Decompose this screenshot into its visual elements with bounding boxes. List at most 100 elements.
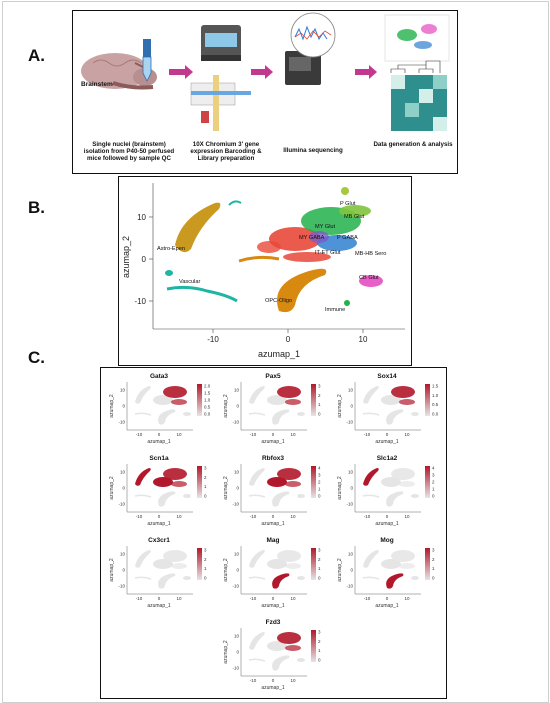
feature-ylabel: azumap_2 — [223, 476, 229, 500]
colorbar-tick: 2 — [432, 480, 435, 485]
blob-topright — [163, 550, 187, 562]
feature-colorbar — [425, 548, 430, 580]
colorbar-tick: 0 — [204, 494, 207, 499]
colorbar-tick: 0 — [318, 412, 321, 417]
feature-ylabel: azumap_2 — [109, 394, 115, 418]
umap-clusters — [165, 187, 383, 313]
feature-xtick: 10 — [404, 514, 410, 519]
tube-icon — [134, 39, 152, 82]
colorbar-tick: 0 — [432, 576, 435, 581]
feature-xtick: -10 — [250, 596, 257, 601]
feature-ytick: -10 — [232, 666, 239, 671]
feature-xtick: -10 — [136, 432, 143, 437]
feature-plot-title: Rbfox3 — [262, 455, 284, 462]
feature-xtick: 10 — [290, 678, 296, 683]
sequencer-icon — [285, 12, 336, 85]
colorbar-tick: 0.5 — [432, 402, 439, 407]
colorbar-tick: 0 — [204, 576, 207, 581]
feature-ytick: -10 — [232, 502, 239, 507]
feature-ytick: 10 — [234, 552, 240, 557]
blob-oligo — [158, 573, 176, 589]
blob-astro — [135, 550, 151, 568]
feature-ytick: 0 — [350, 486, 353, 491]
cluster-label: Astro-Epen — [157, 246, 185, 252]
cluster-label: MB Glut — [344, 214, 365, 220]
feature-xtick: 0 — [386, 432, 389, 437]
feature-xlabel: azumap_1 — [261, 439, 285, 445]
colorbar-tick: 2 — [318, 639, 321, 644]
colorbar-tick: 1.5 — [432, 384, 439, 389]
feature-plot-title: Mag — [267, 537, 280, 544]
colorbar-tick: 4 — [318, 466, 321, 471]
colorbar-tick: 0 — [318, 658, 321, 663]
step-2-label: 10X Chromium 3' gene expression Barcodin… — [190, 141, 262, 163]
colorbar-tick: 1.0 — [204, 398, 211, 403]
umap-x-ticks: -10 0 10 — [207, 329, 368, 344]
feature-xtick: 10 — [290, 596, 296, 601]
feature-plot-title: Scn1a — [149, 455, 169, 462]
blob-topright — [163, 468, 187, 480]
colorbar-tick: 1 — [318, 402, 321, 407]
panel-b-box: 10 0 -10 -10 0 10 azumap_1 azumap_2 — [118, 176, 412, 366]
blob-astro — [135, 468, 151, 486]
umap-ytick: 10 — [137, 213, 146, 222]
blob-center — [267, 477, 287, 487]
colorbar-tick: 0.0 — [204, 412, 211, 417]
feature-xlabel: azumap_1 — [261, 603, 285, 609]
feature-ytick: -10 — [118, 420, 125, 425]
blob-topright — [391, 468, 415, 480]
blob-astro — [249, 468, 265, 486]
feature-xtick: 0 — [272, 514, 275, 519]
blob-astro — [363, 550, 379, 568]
cluster-label: P GABA — [337, 235, 358, 241]
cluster-vascular — [166, 285, 238, 303]
feature-ytick: -10 — [232, 420, 239, 425]
feature-xtick: 0 — [386, 596, 389, 601]
cluster-label: MY Glut — [315, 224, 336, 230]
feature-xtick: -10 — [364, 432, 371, 437]
brainstem-label: Brainstem — [81, 81, 113, 88]
colorbar-tick: 0.5 — [204, 405, 211, 410]
feature-ylabel: azumap_2 — [223, 394, 229, 418]
colorbar-tick: 1.5 — [204, 391, 211, 396]
umap-xtick: -10 — [207, 335, 219, 344]
blob-topright — [277, 386, 301, 398]
colorbar-tick: 2 — [432, 557, 435, 562]
feature-ylabel: azumap_2 — [223, 640, 229, 664]
blob-topright — [277, 632, 301, 644]
panel-a-box: Brainstem Single nuclei (brainstem) isol… — [72, 10, 458, 174]
umap-ytick: 0 — [142, 255, 147, 264]
feature-ytick: 0 — [122, 404, 125, 409]
cluster-red — [269, 227, 321, 251]
colorbar-tick: 3 — [318, 384, 321, 389]
colorbar-tick: 1 — [432, 487, 435, 492]
colorbar-tick: 1.0 — [432, 393, 439, 398]
colorbar-tick: 3 — [204, 466, 207, 471]
feature-ytick: 0 — [350, 404, 353, 409]
colorbar-tick: 3 — [204, 548, 207, 553]
feature-xtick: 0 — [272, 678, 275, 683]
umap-xtick: 10 — [359, 335, 368, 344]
umap-xtick: 0 — [286, 335, 291, 344]
feature-xtick: -10 — [250, 432, 257, 437]
colorbar-tick: 2.0 — [204, 384, 211, 389]
feature-xlabel: azumap_1 — [375, 521, 399, 527]
blob-center — [267, 641, 287, 651]
panel-c-box: Gata3 10 0 -10 -10 0 10 azumap_1 azumap_2 2.0 1.5 1… — [100, 367, 447, 699]
colorbar-tick: 3 — [318, 548, 321, 553]
feature-xtick: 10 — [290, 514, 296, 519]
blob-topright — [277, 550, 301, 562]
umap-y-ticks: 10 0 -10 — [134, 213, 153, 306]
feature-colorbar — [425, 466, 430, 498]
feature-ytick: -10 — [346, 584, 353, 589]
blob-oligo — [272, 409, 290, 425]
feature-colorbar — [311, 548, 316, 580]
feature-plot-title: Fzd3 — [266, 619, 281, 626]
feature-ylabel: azumap_2 — [337, 558, 343, 582]
workflow-arrows — [169, 65, 377, 79]
feature-ytick: 0 — [350, 568, 353, 573]
cluster-immune — [344, 300, 350, 306]
